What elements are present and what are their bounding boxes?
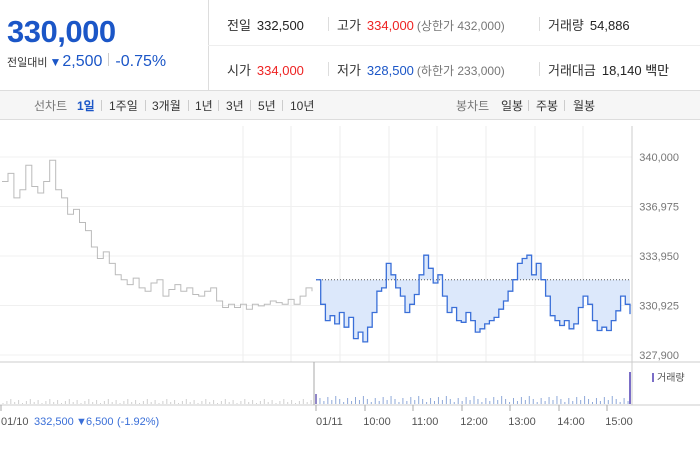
today-area [316,255,630,342]
open-label: 시가 [227,63,251,78]
lower-limit: (하한가 233,000) [416,64,505,78]
tab-divider [250,100,251,111]
turnover-value: 18,140 백만 [601,63,670,78]
tab-divider [218,100,219,111]
volume-legend-marker [652,373,654,382]
high-label: 고가 [337,18,361,33]
price-box: 330,000 전일대비 ▼ 2,500 -0.75% [0,0,209,90]
y-tick-label: 336,975 [639,202,679,214]
high-value: 334,000 [366,18,414,33]
tab-1w[interactable]: 1주일 [109,99,138,113]
open-value: 334,000 [256,63,304,78]
y-tick-label: 330,925 [639,301,679,313]
prev-close-value: 332,500 [256,18,304,33]
volume-value: 54,886 [589,18,630,33]
change-amount: 2,500 [62,53,103,70]
change-divider [108,53,110,66]
x-tick-label: 10:00 [363,416,391,428]
stat-low: 저가 328,500 (하한가 233,000) [337,60,505,79]
prev-day-date-label: 01/10 [1,416,29,428]
tab-divider [528,100,529,111]
y-tick-label: 327,900 [639,350,679,362]
tab-10y[interactable]: 10년 [290,99,315,113]
chart-tabs-bar: 선차트 1일 1주일 3개월 1년 3년 5년 10년 봉차트 일봉 주봉 월봉 [0,91,700,120]
stat-divider [539,17,540,31]
y-tick-label: 333,950 [639,251,679,263]
upper-limit: (상한가 432,000) [416,19,505,33]
down-triangle-icon: ▼ [49,55,62,69]
prev-day-change-label: 6,500 [86,416,114,428]
low-label: 저가 [337,63,361,78]
x-tick-label: 15:00 [605,416,633,428]
prev-day-down-icon: ▼ [76,416,87,428]
change-row: 전일대비 ▼ 2,500 -0.75% [7,53,166,71]
stat-divider [328,62,329,76]
volume-legend: 거래량 [657,372,685,384]
line-chart-label: 선차트 [34,99,68,113]
x-tick-label: 13:00 [508,416,536,428]
current-price: 330,000 [7,14,116,49]
tab-divider [145,100,146,111]
change-percent: -0.75% [115,53,167,70]
stat-volume: 거래량 54,886 [548,15,630,34]
quote-header: 330,000 전일대비 ▼ 2,500 -0.75% 전일 332,500 고가… [0,0,700,91]
tab-weekly[interactable]: 주봉 [536,99,559,113]
tab-divider [188,100,189,111]
stat-open: 시가 334,000 [227,60,304,79]
volume-label: 거래량 [548,18,584,33]
prev-close-label: 전일 [227,18,251,33]
stat-divider [328,17,329,31]
candle-chart-label: 봉차트 [456,99,490,113]
stats-panel: 전일 332,500 고가 334,000 (상한가 432,000) 거래량 54,8… [208,0,700,90]
y-tick-label: 340,000 [639,152,679,164]
today-price-line [316,254,631,343]
tab-3y[interactable]: 3년 [226,99,244,113]
tab-1y[interactable]: 1년 [195,99,213,113]
tab-daily[interactable]: 일봉 [501,99,524,113]
prev-day-line [2,159,313,310]
price-chart: 340,000 336,975 333,950 330,925 327,900 거래량 01… [0,126,700,428]
x-tick-label: 12:00 [460,416,488,428]
x-tick-label: 14:00 [557,416,585,428]
tab-divider [101,100,102,111]
stat-high: 고가 334,000 (상한가 432,000) [337,15,505,34]
tab-5y[interactable]: 5년 [258,99,276,113]
x-tick-label: 11:00 [412,416,439,428]
prev-day-price-label: 332,500 [34,416,74,428]
change-label: 전일대비 [7,57,48,69]
stat-turnover: 거래대금 18,140 백만 [548,60,669,79]
tab-monthly[interactable]: 월봉 [573,99,596,113]
today-date-label: 01/11 [316,416,343,428]
stats-row-divider [208,45,700,46]
stat-prev-close: 전일 332,500 [227,15,304,34]
prev-day-pct-label: (-1.92%) [117,416,159,428]
stat-divider [539,62,540,76]
tab-divider [282,100,283,111]
low-value: 328,500 [366,63,414,78]
tab-3m[interactable]: 3개월 [152,99,181,113]
tab-divider [564,100,565,111]
turnover-label: 거래대금 [548,63,596,78]
tab-1d[interactable]: 1일 [77,99,95,113]
